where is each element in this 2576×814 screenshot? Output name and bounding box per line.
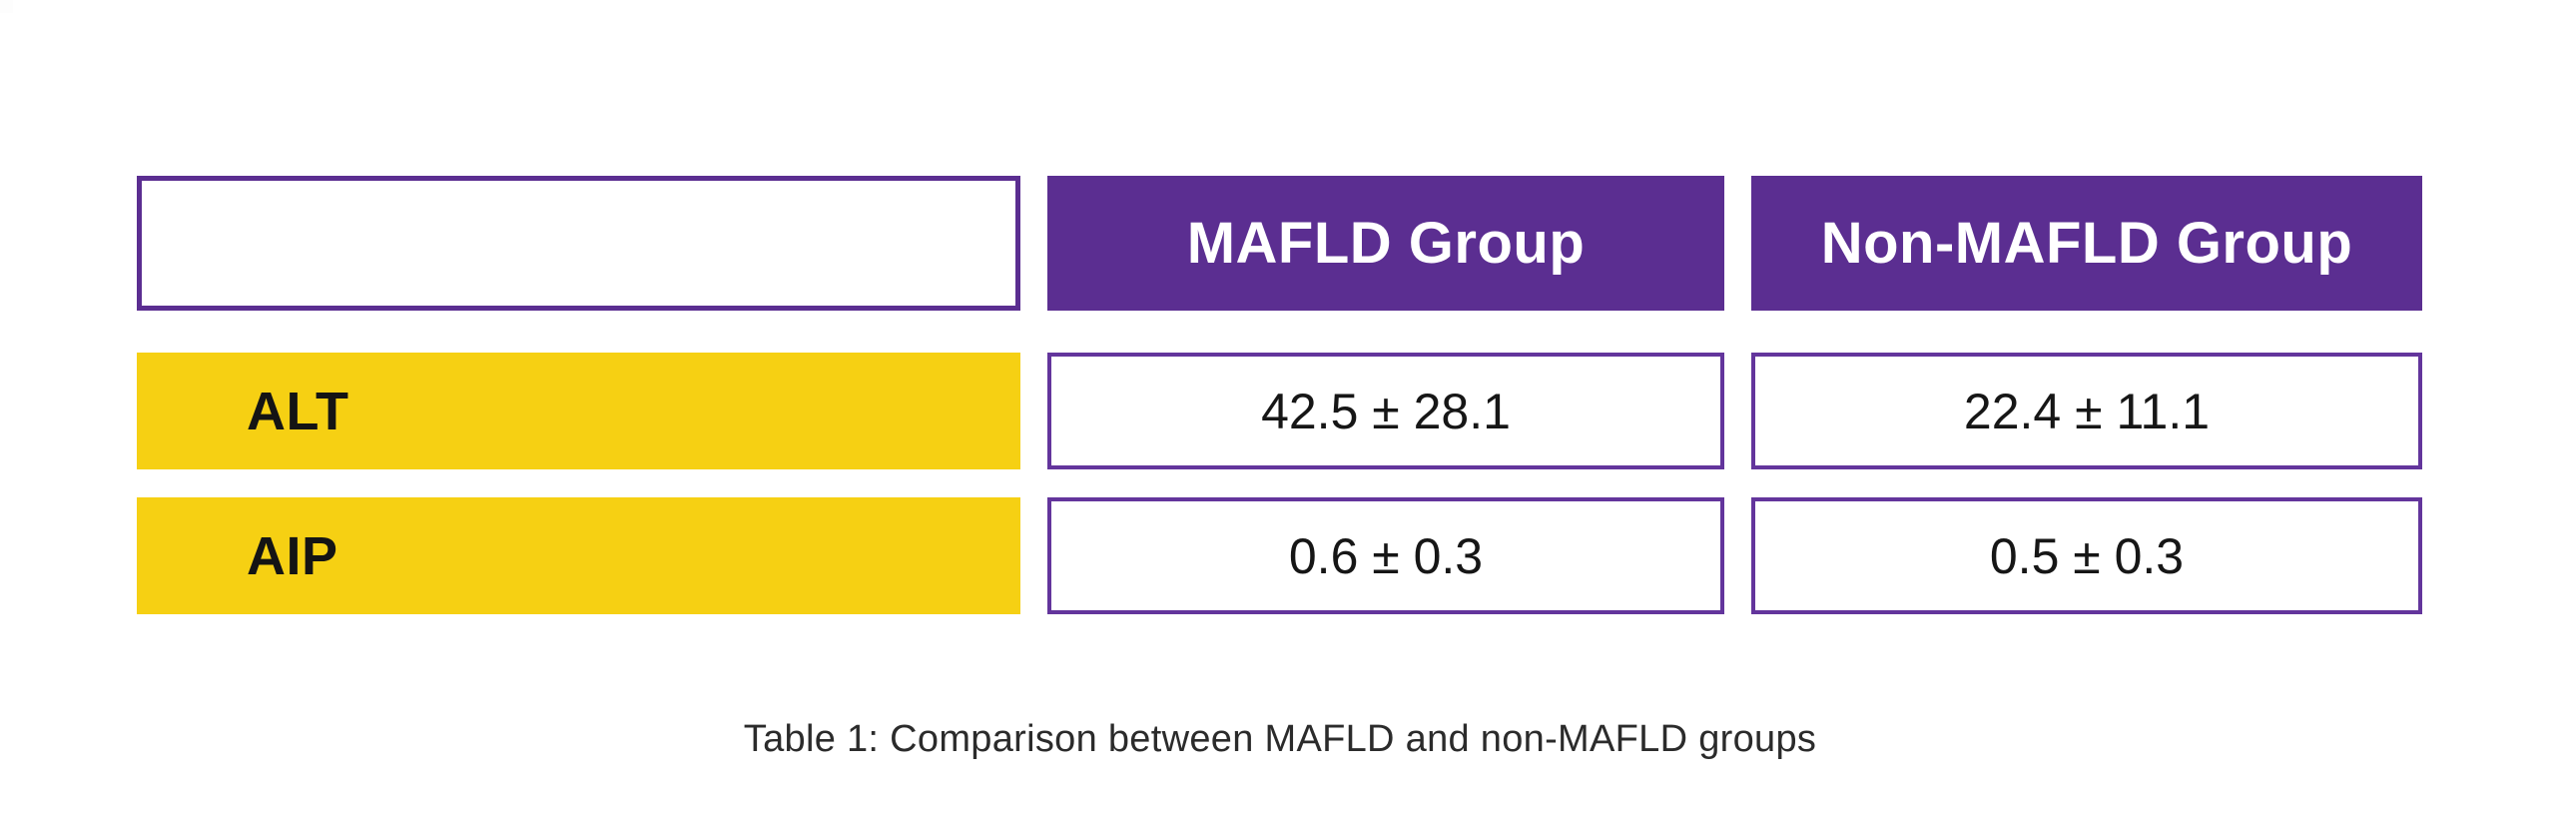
comparison-table: MAFLD Group Non-MAFLD Group ALT 42.5 ± 2… [137,176,2423,761]
value-aip-mafld: 0.6 ± 0.3 [1288,527,1484,584]
value-cell-aip-mafld: 0.6 ± 0.3 [1047,497,1724,614]
value-alt-non-mafld: 22.4 ± 11.1 [1963,383,2211,439]
value-cell-alt-non-mafld: 22.4 ± 11.1 [1751,353,2422,469]
header-cell-empty [137,176,1020,311]
header-cell-non-mafld: Non-MAFLD Group [1751,176,2422,311]
table-caption: Table 1: Comparison between MAFLD and no… [743,718,1817,760]
row-label-cell-alt: ALT [137,353,1020,469]
header-label-mafld: MAFLD Group [1186,211,1586,276]
value-cell-aip-non-mafld: 0.5 ± 0.3 [1751,497,2422,614]
table-row-alt: ALT 42.5 ± 28.1 22.4 ± 11.1 [137,353,2423,469]
table-header-row: MAFLD Group Non-MAFLD Group [137,176,2423,311]
corner-artifact [0,0,13,13]
row-label-cell-aip: AIP [137,497,1020,614]
value-alt-mafld: 42.5 ± 28.1 [1261,383,1511,439]
table-row-aip: AIP 0.6 ± 0.3 0.5 ± 0.3 [137,497,2423,614]
row-label-aip: AIP [247,525,338,586]
header-cell-mafld: MAFLD Group [1047,176,1724,311]
value-aip-non-mafld: 0.5 ± 0.3 [1989,527,2185,584]
value-cell-alt-mafld: 42.5 ± 28.1 [1047,353,1724,469]
row-label-alt: ALT [247,381,349,441]
header-label-non-mafld: Non-MAFLD Group [1820,211,2353,276]
